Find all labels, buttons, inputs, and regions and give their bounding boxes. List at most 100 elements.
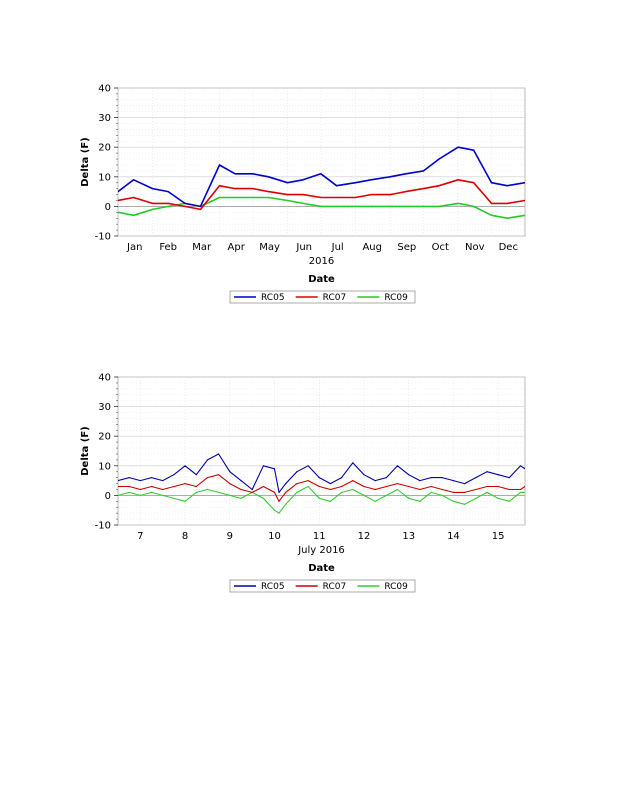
data-point-rc09 [422,205,425,207]
data-point-rc05 [118,480,119,482]
data-point-rc07 [422,188,425,190]
data-point-rc05 [363,474,365,476]
data-point-rc07 [354,196,357,199]
data-point-rc09 [167,205,169,207]
data-point-rc05 [452,480,454,482]
data-point-rc05 [506,185,508,187]
x-tick-label: Nov [465,242,485,253]
data-point-rc05 [273,468,276,470]
x-tick-label: Jan [126,242,142,253]
data-point-rc09 [438,205,440,207]
data-point-rc05 [139,480,141,482]
x-tick-label: Aug [362,242,382,253]
data-point-rc07 [370,194,372,196]
data-point-rc05 [184,465,186,467]
data-point-rc07 [173,485,175,488]
x-tick-label: Oct [432,242,449,253]
data-point-rc09 [475,497,477,499]
data-point-rc05 [133,179,135,181]
data-point-rc07 [199,208,202,210]
data-point-rc09 [234,196,236,199]
data-point-rc07 [162,488,164,491]
data-point-rc05 [262,465,264,467]
data-point-rc09 [441,494,443,496]
data-point-rc09 [195,491,197,493]
data-point-rc05 [473,149,475,151]
x-tick-label: 14 [447,531,460,542]
data-point-rc05 [229,471,231,473]
data-point-rc07 [285,491,287,493]
data-point-rc07 [396,483,399,485]
data-point-rc07 [473,182,475,184]
data-point-rc07 [133,196,135,199]
data-point-rc07 [218,474,220,476]
x-tick-label: Apr [228,242,246,253]
data-point-rc05 [405,173,407,175]
data-point-rc09 [118,494,119,496]
data-point-rc07 [405,191,407,193]
x-tick-label: 12 [358,531,371,542]
data-point-rc05 [457,146,459,148]
data-point-rc07 [524,199,525,202]
data-point-rc05 [152,188,154,190]
data-point-rc09 [457,202,459,204]
data-point-rc05 [234,173,236,175]
data-point-rc07 [464,491,466,493]
data-point-rc05 [486,471,488,473]
data-point-rc07 [524,485,525,488]
data-point-rc05 [307,465,309,467]
x-tick-label: Jun [295,242,312,253]
data-point-rc09 [385,494,387,496]
data-point-rc07 [195,485,197,488]
data-point-rc09 [352,488,354,491]
data-point-rc07 [286,194,289,196]
legend-label-rc09: RC09 [384,293,408,303]
data-point-rc07 [218,185,221,187]
data-point-rc05 [524,182,525,184]
data-point-rc07 [475,488,477,491]
data-point-rc09 [252,196,254,199]
data-point-rc07 [118,485,119,488]
data-point-rc09 [162,494,164,496]
y-tick-label: 30 [98,402,111,413]
x-tick-label: Mar [192,242,212,253]
data-point-rc05 [318,477,320,479]
data-point-rc09 [370,205,372,207]
data-point-rc09 [218,491,220,493]
data-point-rc09 [524,214,525,216]
data-point-rc05 [206,459,209,461]
x-tick-label: 8 [182,531,188,542]
data-point-rc07 [262,485,264,488]
data-point-rc09 [464,503,466,505]
data-point-rc05 [173,474,175,476]
data-point-rc07 [457,179,459,181]
data-point-rc05 [118,191,119,193]
data-point-rc09 [389,205,391,207]
data-point-rc05 [519,465,522,467]
data-point-rc09 [452,500,454,502]
x-tick-label: 10 [268,531,281,542]
data-point-rc09 [318,497,320,499]
data-point-rc05 [296,471,298,473]
x-sublabel: 2016 [309,256,334,267]
data-point-rc09 [302,202,304,204]
data-point-rc09 [354,205,357,207]
data-point-rc05 [286,182,289,184]
x-tick-label: 9 [227,531,233,542]
data-point-rc07 [278,500,280,502]
data-point-rc05 [341,477,343,479]
data-point-rc09 [486,491,488,493]
data-point-rc07 [139,488,141,491]
data-point-rc09 [139,494,141,496]
data-point-rc05 [267,176,270,178]
data-point-rc07 [336,196,338,199]
data-point-rc09 [184,500,186,502]
data-point-rc07 [385,485,387,488]
data-point-rc05 [374,480,376,482]
data-point-rc09 [229,494,231,496]
x-axis-title: Date [308,274,335,285]
data-point-rc09 [408,497,410,499]
data-point-rc07 [234,188,236,190]
data-point-rc05 [396,465,399,467]
data-point-rc07 [363,485,365,488]
